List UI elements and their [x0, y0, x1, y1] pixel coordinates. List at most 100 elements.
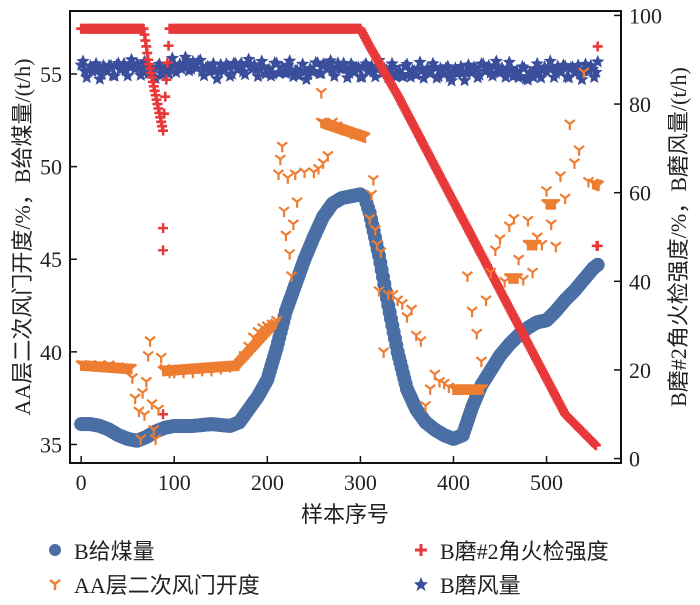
damper-opening-point: [485, 267, 497, 279]
damper-opening-point: [578, 67, 590, 79]
damper-opening-point: [573, 145, 585, 156]
damper-opening-point: [508, 213, 520, 225]
damper-opening-point: [405, 304, 418, 316]
flame-intensity-point: [161, 74, 172, 85]
damper-opening-point: [568, 158, 581, 169]
plot-frame: [69, 10, 622, 464]
star-point: [108, 69, 122, 82]
damper-opening-point: [125, 363, 138, 375]
star-point: [178, 50, 193, 63]
coal-feed-point: [590, 257, 605, 272]
y-left-tick-label: 45: [40, 247, 62, 272]
star-point: [482, 58, 496, 72]
damper-opening-point: [142, 350, 154, 362]
star-point: [417, 71, 431, 84]
star-point: [206, 56, 220, 70]
damper-opening-point: [377, 346, 390, 358]
damper-opening-point: [270, 318, 282, 330]
star-marker-icon: [414, 577, 428, 591]
flame-intensity-point: [158, 409, 169, 420]
star-point: [301, 67, 315, 81]
damper-opening-point: [471, 328, 483, 340]
star-point: [255, 54, 269, 68]
legend-label: B磨风量: [440, 573, 521, 598]
star-point: [368, 69, 382, 83]
star-point: [342, 66, 356, 79]
star-point: [582, 64, 596, 77]
x-tick-label: 200: [251, 470, 284, 495]
flame-intensity-point: [590, 440, 601, 451]
star-point: [121, 68, 135, 82]
damper-opening-point: [126, 372, 139, 384]
legend-item-coal-feed: B给煤量: [44, 534, 155, 566]
star-point: [91, 62, 105, 75]
damper-opening-point: [549, 198, 561, 210]
series-0: [74, 187, 605, 448]
legend-label: B给煤量: [74, 539, 155, 564]
damper-opening-point: [540, 185, 553, 197]
star-point: [212, 65, 226, 78]
star-point: [444, 73, 459, 87]
damper-opening-point: [480, 295, 492, 306]
chart-canvas: 0 100 200 300 400 500 35 40 45 50 55 0 20 40 60 80 100…: [10, 3, 691, 527]
damper-opening-point: [136, 387, 149, 399]
damper-opening-point: [140, 376, 153, 388]
series-1: [75, 67, 605, 445]
star-point: [238, 67, 252, 81]
star-point: [165, 51, 179, 64]
damper-opening-point: [291, 196, 303, 208]
star-point: [279, 66, 293, 80]
damper-opening-point: [494, 233, 506, 245]
damper-opening-point: [564, 119, 576, 130]
star-point: [489, 54, 503, 68]
flame-intensity-point: [592, 240, 603, 251]
star-point: [530, 56, 544, 70]
damper-opening-point: [512, 272, 524, 284]
star-point: [498, 70, 513, 83]
y-right-tick-label: 100: [629, 3, 662, 28]
star-point: [587, 70, 601, 83]
star-point: [543, 54, 557, 67]
y-right-tick-label: 20: [629, 358, 651, 383]
star-point: [448, 61, 462, 74]
flame-intensity-point: [160, 91, 171, 102]
star-point: [124, 52, 139, 66]
damper-opening-point: [415, 335, 427, 347]
damper-opening-point: [298, 167, 311, 179]
damper-opening-point: [144, 335, 156, 347]
star-point: [169, 65, 183, 79]
star-point: [173, 57, 187, 70]
damper-opening-point: [272, 169, 285, 181]
star-point: [545, 60, 559, 74]
damper-opening-point: [373, 285, 385, 297]
damper-opening-point: [322, 150, 334, 162]
flame-intensity-point: [162, 57, 173, 68]
y-left-tick-label: 40: [40, 340, 62, 365]
legend-label: AA层二次风门开度: [74, 573, 260, 598]
legend: B给煤量 B磨#2角火检强度 AA层二次风门开度 B磨风量: [0, 530, 700, 605]
damper-opening-point: [530, 239, 542, 251]
star-point: [355, 70, 369, 83]
plus-marker-icon: [415, 544, 427, 556]
x-tick-label: 100: [158, 470, 191, 495]
flame-intensity-point: [158, 245, 169, 256]
star-point: [396, 69, 410, 83]
damper-opening-point: [522, 215, 534, 227]
damper-opening-point: [365, 189, 378, 201]
star-point: [236, 64, 250, 78]
star-point: [575, 72, 589, 86]
damper-opening-point: [477, 384, 489, 395]
damper-opening-point: [364, 213, 376, 225]
x-tick-label: 0: [76, 470, 87, 495]
damper-opening-point: [396, 298, 408, 310]
damper-opening-point: [155, 352, 167, 364]
flame-intensity-point: [592, 41, 603, 52]
damper-opening-point: [369, 224, 381, 236]
flame-intensity-point: [163, 40, 174, 51]
damper-opening-point: [129, 393, 141, 405]
damper-opening-point: [375, 246, 387, 258]
damper-opening-point: [592, 180, 605, 192]
series-3: [74, 50, 605, 87]
damper-opening-point: [146, 398, 158, 410]
star-point: [210, 71, 224, 85]
